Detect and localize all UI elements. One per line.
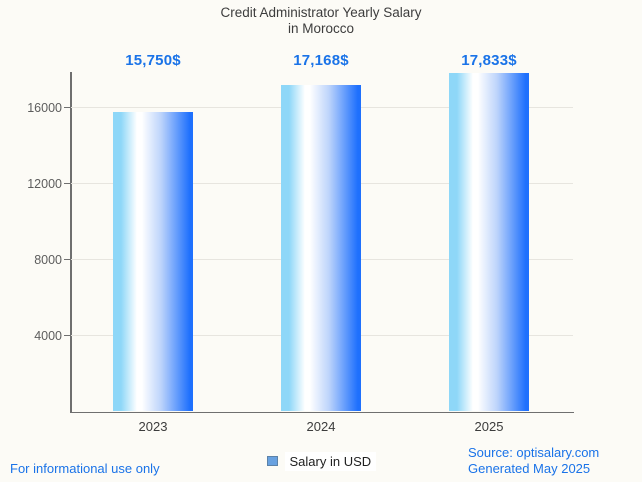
x-label-2025: 2025 [474, 419, 504, 434]
y-tick-4000 [63, 334, 71, 337]
chart-title: Credit Administrator Yearly Salary in Mo… [0, 5, 642, 36]
x-label-2023: 2023 [138, 419, 168, 434]
source-link[interactable]: Source: optisalary.com [468, 445, 600, 460]
legend-label: Salary in USD [284, 451, 377, 471]
bar-2024[interactable] [281, 85, 361, 411]
legend-item-salary[interactable]: Salary in USD [267, 450, 377, 472]
y-tick-8000 [63, 258, 71, 261]
value-label-2024: 17,168$ [293, 52, 349, 69]
chart-title-line1: Credit Administrator Yearly Salary [220, 5, 422, 20]
chart-title-line2: in Morocco [287, 20, 355, 36]
x-axis-line [70, 411, 574, 413]
disclaimer-text: For informational use only [10, 461, 160, 476]
y-axis-line [70, 72, 72, 413]
generated-date: Generated May 2025 [468, 461, 591, 476]
bar-2023[interactable] [113, 112, 193, 411]
x-label-2024: 2024 [306, 419, 336, 434]
y-tick-16000 [63, 106, 71, 109]
legend-swatch-icon [267, 455, 278, 467]
y-tick-label-12000: 12000 [27, 176, 62, 191]
y-tick-12000 [63, 182, 71, 185]
bar-2025[interactable] [449, 72, 529, 411]
y-tick-label-16000: 16000 [27, 100, 62, 115]
y-tick-label-8000: 8000 [34, 252, 62, 267]
value-label-2025: 17,833$ [461, 52, 517, 69]
source-block: Source: optisalary.com Generated May 202… [468, 445, 599, 477]
value-label-2023: 15,750$ [125, 52, 181, 69]
y-tick-label-4000: 4000 [34, 328, 62, 343]
